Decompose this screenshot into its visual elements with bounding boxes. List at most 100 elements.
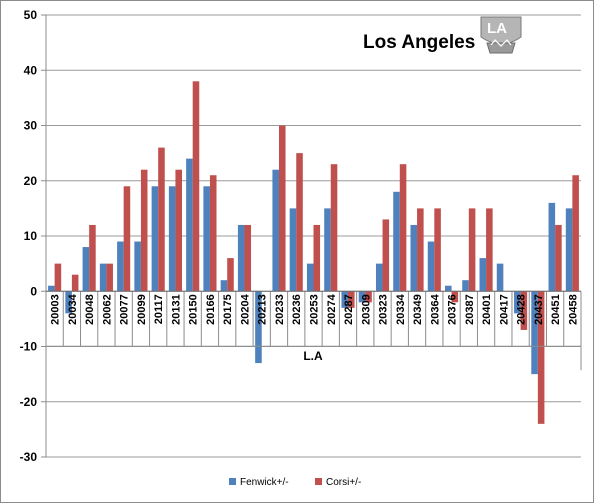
category-label: 20204 — [239, 293, 251, 324]
category-label: 20376 — [447, 294, 459, 325]
bar-fenwick — [151, 186, 159, 292]
bar-corsi — [313, 224, 321, 292]
category-label: 20117 — [153, 294, 165, 324]
bar-corsi — [278, 125, 286, 292]
bar-corsi — [399, 164, 407, 292]
bar-corsi — [468, 208, 476, 292]
bar-corsi — [486, 208, 493, 292]
bars — [48, 81, 579, 424]
bar-fenwick — [375, 263, 383, 292]
bar-corsi — [330, 164, 338, 292]
bar-fenwick — [410, 224, 418, 292]
category-label: 20062 — [101, 294, 113, 325]
category-label: 20309 — [360, 294, 372, 325]
bar-corsi — [227, 258, 234, 292]
la-kings-logo: LA — [480, 16, 522, 54]
category-label: 20451 — [550, 294, 562, 325]
bar-fenwick — [48, 285, 55, 292]
category-label: 20077 — [119, 294, 131, 325]
bar-fenwick — [99, 263, 107, 292]
bar-fenwick — [272, 169, 279, 292]
gridlines — [41, 14, 581, 458]
bar-fenwick — [462, 280, 469, 292]
bar-fenwick — [289, 208, 297, 292]
bar-fenwick — [117, 241, 124, 292]
legend-label-fenwick: Fenwick+/- — [240, 477, 289, 488]
legend-swatch-corsi — [315, 478, 322, 485]
y-tick-label: 10 — [24, 229, 38, 243]
y-tick-label: 40 — [24, 63, 38, 77]
category-label: 20048 — [84, 294, 96, 325]
category-label: 20131 — [170, 294, 182, 325]
bar-fenwick — [514, 291, 521, 314]
category-label: 20387 — [464, 294, 476, 325]
bar-corsi — [572, 175, 579, 292]
bar-fenwick — [255, 291, 262, 364]
bar-fenwick — [531, 291, 538, 375]
bar-corsi — [54, 263, 62, 292]
bar-corsi — [555, 224, 562, 292]
bar-fenwick — [203, 186, 210, 292]
bar-fenwick — [306, 263, 314, 292]
category-label: 20099 — [136, 294, 148, 325]
bar-fenwick — [134, 241, 141, 292]
chart-title: Los Angeles — [363, 32, 475, 53]
bar-fenwick — [496, 263, 504, 292]
category-label: 20175 — [222, 294, 234, 325]
legend: Fenwick+/- Corsi+/- — [229, 477, 361, 488]
category-label: 20253 — [309, 294, 321, 325]
bar-corsi — [520, 291, 528, 330]
y-tick-label: 0 — [30, 284, 37, 298]
category-label: 20437 — [533, 294, 545, 325]
bar-fenwick — [548, 202, 556, 292]
category-label: 20417 — [498, 294, 510, 325]
category-label: 20213 — [257, 294, 269, 325]
bar-corsi — [192, 81, 200, 292]
bar-fenwick — [324, 208, 331, 292]
y-tick-label: -20 — [20, 395, 38, 409]
bar-corsi — [140, 169, 148, 292]
category-label: 20034 — [67, 293, 79, 324]
legend-swatch-fenwick — [229, 478, 236, 485]
bar-corsi — [209, 175, 217, 292]
bar-fenwick — [186, 158, 193, 292]
category-label: 20287 — [343, 294, 355, 325]
category-label: 20349 — [412, 294, 424, 325]
legend-label-corsi: Corsi+/- — [326, 477, 361, 488]
category-label: 20166 — [205, 294, 217, 325]
bar-corsi — [175, 169, 182, 292]
bar-fenwick — [393, 191, 400, 292]
axes — [45, 15, 582, 457]
bar-corsi — [382, 219, 390, 292]
bar-corsi — [537, 291, 545, 424]
y-tick-label: 30 — [24, 119, 38, 133]
category-label: 20334 — [395, 293, 407, 324]
category-label: 20150 — [188, 294, 200, 325]
category-label: 20401 — [481, 294, 493, 325]
bar-corsi — [71, 274, 79, 292]
y-axis-tick-labels: -30 -20 -10 0 10 20 30 40 50 — [20, 8, 38, 464]
category-labels: 20003 20034 20048 20062 20077 20099 20117 20131… — [45, 291, 582, 347]
bar-corsi — [123, 186, 131, 292]
bar-fenwick — [65, 291, 72, 314]
category-label: 20458 — [567, 294, 579, 325]
bar-fenwick — [479, 258, 487, 292]
bar-corsi — [434, 208, 441, 292]
y-tick-label: -10 — [20, 340, 38, 354]
y-tick-label: -30 — [20, 450, 38, 464]
bar-fenwick — [445, 285, 452, 292]
svg-text:LA: LA — [487, 20, 507, 37]
category-label: 20236 — [291, 294, 303, 325]
bar-corsi — [106, 263, 113, 292]
bar-corsi — [296, 153, 303, 292]
bar-corsi — [89, 224, 96, 292]
bar-fenwick — [565, 208, 573, 292]
bar-corsi — [244, 224, 252, 292]
category-label: 20233 — [274, 294, 286, 325]
category-label: 20323 — [378, 294, 390, 325]
bar-fenwick — [358, 291, 366, 303]
category-label: 20274 — [326, 293, 338, 324]
category-label: 20003 — [50, 294, 62, 325]
